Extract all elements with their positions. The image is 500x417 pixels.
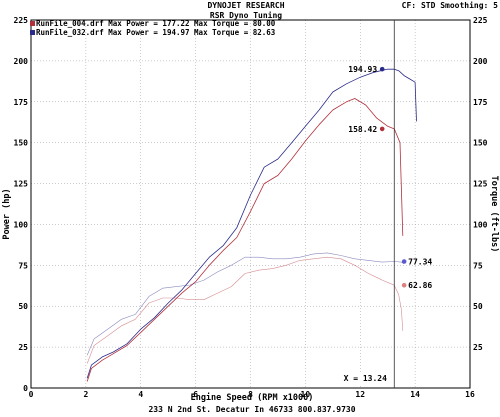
y-tick-label-right: 100 (473, 220, 488, 229)
x-tick-label: 10 (301, 390, 311, 399)
x-axis-label: Engine Speed (RPM x1000) (191, 392, 314, 403)
y-tick-label-right: 200 (473, 57, 488, 66)
x-tick-label: 2 (83, 390, 88, 399)
header-settings: CF: STD Smoothing: 5 (402, 0, 499, 10)
marker-label-2: 77.34 (408, 258, 432, 267)
torque-line-2 (86, 252, 405, 356)
power-line-0 (86, 68, 417, 379)
marker-layer: 194.93 158.42 77.34 62.86 (348, 65, 432, 290)
x-tick-label: 16 (465, 390, 475, 399)
cursor-layer: X = 13.24 (338, 20, 395, 388)
header-subtitle: RSR Dyno Tuning (210, 10, 282, 20)
x-tick-label: 12 (355, 390, 365, 399)
marker-label-1: 158.42 (348, 125, 377, 134)
legend-swatch-runfile-004 (30, 21, 35, 26)
y-axis-label-right: Torque (ft-lbs) (489, 176, 499, 253)
y-tick-label-left: 225 (14, 16, 29, 25)
header-company: DYNOJET RESEARCH (207, 1, 284, 10)
y-tick-label-left: 50 (18, 302, 28, 311)
marker-point-0 (379, 66, 385, 72)
y-tick-label-left: 200 (14, 57, 29, 66)
x-tick-label: 4 (138, 390, 143, 399)
y-tick-label-left: 125 (14, 180, 29, 189)
y-tick-label-right: 50 (473, 302, 483, 311)
y-tick-label-left: 75 (18, 261, 28, 270)
y-tick-label-right: 75 (473, 261, 483, 270)
cursor-label-bg (338, 373, 393, 384)
legend-swatch-runfile-032 (30, 30, 35, 35)
x-tick-label: 14 (410, 390, 420, 399)
grid (31, 20, 470, 388)
marker-label-3: 62.86 (408, 281, 432, 290)
y-axis-label-left: Power (hp) (2, 188, 12, 239)
marker-point-2 (401, 259, 407, 264)
y-tick-label-left: 150 (14, 139, 29, 148)
y-tick-label-right: 175 (473, 98, 488, 107)
marker-label-0: 194.93 (348, 65, 377, 74)
y-tick-label-left: 100 (14, 220, 29, 229)
series-layer (86, 68, 417, 382)
legend-entry-runfile-032: RunFile_032.drf Max Power = 194.97 Max T… (36, 28, 276, 37)
x-tick-label: 6 (193, 390, 198, 399)
cursor-label: X = 13.24 (344, 374, 388, 383)
x-tick-label: 0 (29, 390, 34, 399)
marker-point-3 (401, 282, 407, 288)
torque-line-3 (86, 256, 404, 364)
x-tick-label: 8 (248, 390, 253, 399)
footer-address: 233 N 2nd St. Decatur In 46733 800.837.9… (148, 405, 355, 414)
power-line-1 (86, 98, 404, 382)
legend-entry-runfile-004: RunFile_004.drf Max Power = 177.22 Max T… (36, 19, 276, 28)
legend: RunFile_004.drf Max Power = 177.22 Max T… (30, 19, 276, 37)
y-tick-label-right: 125 (473, 180, 488, 189)
axis-ticks: 0 2 4 6 8 10 12 14 16 0 25 50 75 100 125 150 175 200 225 25… (14, 16, 488, 399)
y-tick-label-right: 225 (473, 16, 488, 25)
plot-frame (30, 19, 471, 389)
y-tick-label-left: 0 (23, 384, 28, 393)
y-tick-label-right: 150 (473, 139, 488, 148)
y-tick-label-left: 175 (14, 98, 29, 107)
y-tick-label-left: 25 (18, 343, 28, 352)
y-tick-label-right: 25 (473, 343, 483, 352)
marker-point-1 (379, 126, 385, 132)
